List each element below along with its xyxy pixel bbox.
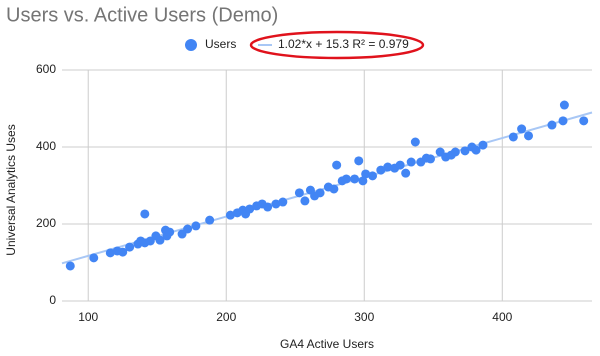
point (341, 174, 351, 184)
point (354, 156, 364, 166)
point (508, 132, 518, 142)
legend-marker (185, 39, 197, 51)
point (524, 131, 534, 141)
point (205, 215, 215, 225)
point (89, 253, 99, 263)
point (105, 248, 115, 258)
point (410, 137, 420, 147)
x-tick-label: 200 (216, 310, 236, 324)
x-tick-label: 300 (354, 310, 374, 324)
point (278, 197, 288, 207)
point (406, 157, 416, 167)
point (245, 204, 255, 214)
point (395, 160, 405, 170)
point (183, 224, 193, 234)
x-tick-label: 100 (78, 310, 98, 324)
x-axis-label: GA4 Active Users (280, 337, 374, 351)
point (478, 140, 488, 150)
y-axis-label: Universal Analytics Uses (4, 124, 18, 255)
point (460, 146, 470, 156)
y-tick-label: 0 (49, 293, 56, 307)
point (383, 162, 393, 172)
point (165, 227, 175, 237)
x-tick-label: 400 (492, 310, 512, 324)
y-tick-label: 400 (36, 139, 56, 153)
point (376, 165, 386, 175)
legend-label: Users (205, 37, 236, 51)
point (65, 261, 75, 271)
point (517, 124, 527, 134)
point (300, 196, 310, 206)
point (191, 221, 201, 231)
point (315, 188, 325, 198)
point (332, 160, 342, 170)
point (547, 120, 557, 130)
highlight-ellipse (249, 30, 425, 60)
chart-title: Users vs. Active Users (Demo) (6, 4, 278, 26)
point (450, 147, 460, 157)
trendline-label: 1.02*x + 15.3 R² = 0.979 (278, 37, 409, 51)
point (361, 169, 371, 179)
point (559, 100, 569, 110)
point (155, 235, 165, 245)
point (471, 145, 481, 155)
point (140, 209, 150, 219)
point (368, 171, 378, 181)
point (294, 188, 304, 198)
point (263, 202, 273, 212)
point (558, 116, 568, 126)
point (426, 154, 436, 164)
point (401, 168, 411, 178)
point (271, 199, 281, 209)
point (225, 210, 235, 220)
point (579, 116, 589, 126)
point (125, 242, 135, 252)
y-tick-label: 200 (36, 216, 56, 230)
point (358, 176, 368, 186)
point (329, 184, 339, 194)
y-tick-label: 600 (36, 62, 56, 76)
point (118, 247, 128, 257)
point (350, 174, 360, 184)
